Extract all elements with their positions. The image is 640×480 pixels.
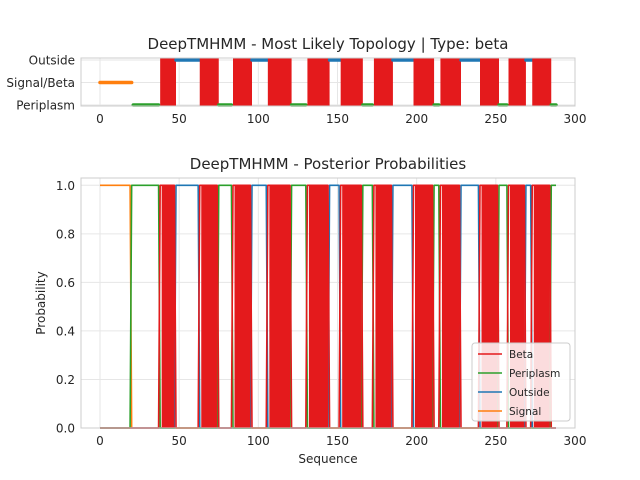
topology-beta-segment bbox=[532, 58, 552, 106]
topology-chart: DeepTMHMM - Most Likely Topology | Type:… bbox=[6, 35, 586, 126]
posterior-y-tick-label: 0.0 bbox=[56, 422, 75, 436]
legend-label-beta: Beta bbox=[509, 349, 533, 361]
topology-y-ticks: Periplasm Signal/Beta Outside bbox=[6, 54, 75, 113]
posterior-title: DeepTMHMM - Posterior Probabilities bbox=[190, 155, 467, 173]
posterior-beta-region bbox=[161, 185, 175, 428]
topology-x-tick-label: 0 bbox=[96, 112, 104, 126]
posterior-y-tick-label: 0.4 bbox=[56, 324, 75, 338]
posterior-frame bbox=[80, 177, 576, 429]
posterior-x-tick-label: 50 bbox=[172, 434, 187, 448]
topology-x-ticks: 0 50 100 150 200 250 300 bbox=[96, 112, 586, 126]
posterior-x-tick-label: 150 bbox=[326, 434, 349, 448]
posterior-legend: Beta Periplasm Outside Signal bbox=[471, 342, 571, 422]
posterior-x-tick-label: 100 bbox=[247, 434, 270, 448]
posterior-chart: DeepTMHMM - Posterior Probabilities 0 50 1… bbox=[34, 155, 586, 466]
topology-beta-segment bbox=[340, 58, 363, 106]
legend-label-signal: Signal bbox=[509, 406, 541, 418]
topology-x-tick-label: 300 bbox=[564, 112, 587, 126]
posterior-y-tick-label: 1.0 bbox=[56, 179, 75, 193]
topology-marks bbox=[98, 58, 558, 107]
posterior-x-tick-label: 300 bbox=[564, 434, 587, 448]
posterior-beta-region bbox=[415, 185, 433, 428]
posterior-y-label: Probability bbox=[34, 271, 48, 334]
legend-label-periplasm: Periplasm bbox=[509, 368, 560, 380]
posterior-beta-region bbox=[234, 185, 251, 428]
topology-beta-segment bbox=[373, 58, 393, 106]
topology-x-tick-label: 150 bbox=[326, 112, 349, 126]
posterior-beta-region bbox=[201, 185, 218, 428]
posterior-y-tick-label: 0.2 bbox=[56, 373, 75, 387]
topology-frame bbox=[80, 57, 576, 107]
topology-beta-segment bbox=[480, 58, 499, 106]
topology-beta-segment bbox=[307, 58, 330, 106]
posterior-beta-region bbox=[269, 185, 291, 428]
posterior-x-tick-label: 0 bbox=[96, 434, 104, 448]
topology-x-tick-label: 200 bbox=[405, 112, 428, 126]
topology-beta-segment bbox=[160, 58, 176, 106]
posterior-y-tick-label: 0.6 bbox=[56, 276, 75, 290]
legend-label-outside: Outside bbox=[509, 387, 550, 399]
posterior-beta-region bbox=[441, 185, 460, 428]
posterior-y-tick-label: 0.8 bbox=[56, 227, 75, 241]
topology-beta-segment bbox=[440, 58, 461, 106]
posterior-y-ticks: 0.0 0.2 0.4 0.6 0.8 1.0 bbox=[56, 179, 75, 436]
topology-y-tick-label: Outside bbox=[29, 54, 75, 68]
posterior-beta-region bbox=[342, 185, 362, 428]
legend-box bbox=[471, 342, 571, 422]
topology-beta-segment bbox=[508, 58, 526, 106]
topology-beta-segment bbox=[267, 58, 292, 106]
topology-x-tick-label: 100 bbox=[247, 112, 270, 126]
topology-beta-segment bbox=[233, 58, 252, 106]
topology-beta-segment bbox=[199, 58, 219, 106]
topology-y-tick-label: Signal/Beta bbox=[6, 76, 75, 90]
posterior-beta-region bbox=[308, 185, 329, 428]
topology-x-tick-label: 250 bbox=[484, 112, 507, 126]
posterior-beta-region bbox=[375, 185, 392, 428]
posterior-x-label: Sequence bbox=[298, 452, 357, 466]
topology-beta-segment bbox=[413, 58, 435, 106]
topology-x-tick-label: 50 bbox=[172, 112, 187, 126]
posterior-x-tick-label: 200 bbox=[405, 434, 428, 448]
topology-y-tick-label: Periplasm bbox=[16, 99, 75, 113]
posterior-x-ticks: 0 50 100 150 200 250 300 bbox=[96, 434, 586, 448]
topology-title: DeepTMHMM - Most Likely Topology | Type:… bbox=[148, 35, 509, 53]
posterior-x-tick-label: 250 bbox=[484, 434, 507, 448]
